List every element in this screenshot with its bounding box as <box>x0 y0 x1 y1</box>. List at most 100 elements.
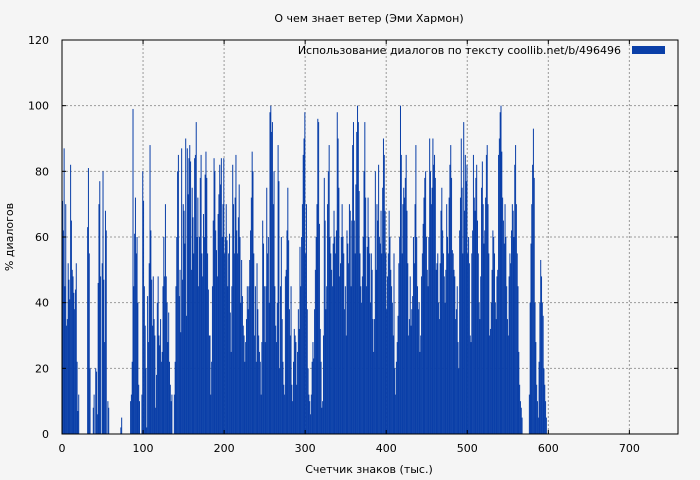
bar <box>87 168 89 435</box>
bar <box>343 253 345 434</box>
bar <box>275 342 277 434</box>
bar <box>503 243 505 434</box>
bar <box>67 263 69 434</box>
bar <box>142 171 144 435</box>
bar <box>439 263 441 434</box>
bar <box>258 351 260 434</box>
bar <box>537 417 539 434</box>
bar <box>223 158 225 434</box>
bar <box>64 286 66 434</box>
bar <box>513 237 515 434</box>
bar <box>498 138 500 434</box>
bar <box>103 279 105 434</box>
bar <box>423 197 425 434</box>
bar <box>322 401 324 434</box>
bar <box>400 154 402 434</box>
bar <box>148 263 150 434</box>
bar <box>411 309 413 434</box>
legend: Использование диалогов по тексту coollib… <box>298 44 665 57</box>
bar <box>502 197 504 434</box>
bar <box>434 154 436 434</box>
bar <box>144 325 146 434</box>
bar <box>188 158 190 434</box>
bar <box>167 342 169 434</box>
bar <box>472 154 474 434</box>
bar <box>331 269 333 434</box>
bar <box>398 263 400 434</box>
bar <box>536 384 538 434</box>
bar <box>200 154 202 434</box>
bar <box>69 299 71 434</box>
bar <box>452 253 454 434</box>
bar <box>428 237 430 434</box>
bar <box>408 335 410 434</box>
bar <box>87 227 89 434</box>
bar <box>346 230 348 434</box>
bar <box>462 253 464 434</box>
bar <box>344 286 346 434</box>
bar <box>510 263 512 434</box>
bar <box>151 325 153 434</box>
bar <box>74 309 76 434</box>
bar <box>415 145 417 435</box>
bar <box>280 286 282 434</box>
bar <box>286 230 288 434</box>
bar <box>269 112 271 434</box>
bar <box>470 342 472 434</box>
bar <box>435 269 437 434</box>
bar <box>441 187 443 434</box>
bar <box>225 204 227 434</box>
bar <box>333 210 335 434</box>
bar <box>352 145 354 435</box>
bar <box>323 177 325 434</box>
bar <box>492 230 494 434</box>
bar <box>265 286 267 434</box>
x-tick-label: 500 <box>457 442 478 455</box>
bar <box>542 315 544 434</box>
bar <box>68 279 70 434</box>
bar <box>99 181 101 434</box>
bar <box>218 194 220 434</box>
bar <box>516 253 518 434</box>
bar <box>181 148 183 434</box>
bar <box>407 263 409 434</box>
bar <box>190 269 192 434</box>
bar <box>234 197 236 434</box>
bar <box>214 171 216 435</box>
bar <box>366 246 368 434</box>
bar <box>502 220 504 434</box>
bar <box>455 319 457 434</box>
bar <box>515 145 517 435</box>
bar <box>237 217 239 434</box>
bar <box>322 335 324 434</box>
bar <box>262 220 264 434</box>
bar <box>446 204 448 434</box>
bar <box>206 177 208 434</box>
y-tick-label: 40 <box>35 297 49 310</box>
bar <box>161 351 163 434</box>
bar <box>545 417 547 434</box>
bar <box>377 220 379 434</box>
bar <box>159 345 161 434</box>
bar <box>432 138 434 434</box>
bar <box>76 361 78 434</box>
bar <box>203 214 205 434</box>
bar <box>75 263 77 434</box>
x-axis-label: Счетчик знаков (тыс.) <box>305 463 433 476</box>
bar <box>484 230 486 434</box>
bar <box>224 237 226 434</box>
bar <box>410 325 412 434</box>
bar <box>216 276 218 434</box>
bar <box>211 361 213 434</box>
bar <box>190 161 192 434</box>
bar <box>421 276 423 434</box>
bar <box>207 289 209 434</box>
bar <box>370 253 372 434</box>
bar <box>344 309 346 434</box>
bar <box>485 154 487 434</box>
bar <box>534 302 536 434</box>
bar <box>425 237 427 434</box>
bar <box>139 401 140 434</box>
bar <box>145 368 147 434</box>
bar <box>263 286 265 434</box>
